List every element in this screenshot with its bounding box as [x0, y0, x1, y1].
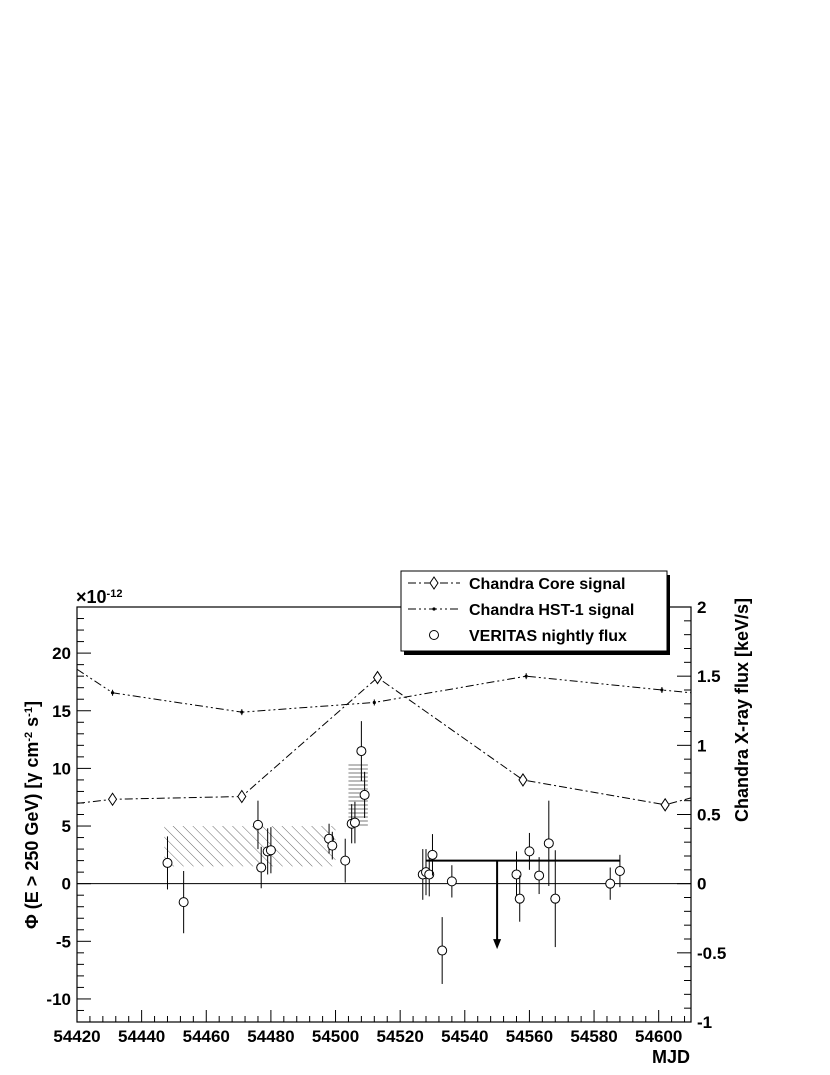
y-axis-title: Φ (E > 250 GeV) [γ cm-2 s-1]: [22, 701, 42, 929]
veritas-layer: [162, 721, 625, 984]
veritas-point: [534, 870, 545, 881]
y-right-tick-label: 0.5: [697, 806, 721, 825]
veritas-point: [327, 840, 338, 851]
y-right-tick-label: -0.5: [697, 944, 726, 963]
veritas-point: [543, 838, 554, 849]
chandra-hst1-point: [524, 674, 528, 678]
chandra-core-point: [237, 789, 247, 804]
veritas-point: [446, 876, 457, 887]
veritas-point: [252, 819, 263, 830]
x-tick-label: 54420: [53, 1027, 100, 1046]
y-right-tick-label: 2: [697, 598, 706, 617]
chandra-core-point: [372, 670, 383, 685]
chandra-core-line: [76, 676, 692, 806]
legend-veritas-marker: [429, 630, 439, 640]
legend-hst1-marker: [432, 607, 436, 611]
exponent-label: ×10-12: [76, 587, 122, 607]
shaded-box-diagonal: [164, 826, 336, 867]
veritas-point: [614, 865, 625, 876]
veritas-point: [265, 845, 276, 856]
y-right-tick-label: 0: [697, 875, 706, 894]
veritas-point: [424, 869, 435, 880]
legend-core-label: Chandra Core signal: [469, 576, 625, 593]
chandra-layer: [76, 668, 692, 812]
x-tick-label: 54580: [570, 1027, 617, 1046]
veritas-point: [427, 849, 438, 860]
axis-layer: 54420 54440 54460 54480 54500 54520 54540 54560…: [46, 598, 726, 1046]
y-tick-label: 0: [62, 875, 71, 894]
y-right-tick-label: 1: [697, 736, 706, 755]
x-tick-label: 54600: [635, 1027, 682, 1046]
y-tick-label: 5: [62, 817, 71, 836]
x-tick-label: 54560: [506, 1027, 553, 1046]
right-axis-title: Chandra X-ray flux [keV/s]: [732, 598, 752, 822]
legend-veritas-label: VERITAS nightly flux: [469, 628, 627, 645]
chandra-hst1-point: [372, 700, 376, 705]
chandra-hst1-point: [110, 691, 115, 695]
y-right-tick-label: -1: [697, 1013, 712, 1032]
y-tick-label: -5: [56, 932, 71, 951]
veritas-point: [340, 855, 351, 866]
y-tick-label: 15: [52, 702, 71, 721]
x-tick-label: 54480: [247, 1027, 294, 1046]
x-tick-label: 54460: [183, 1027, 230, 1046]
veritas-point: [256, 862, 267, 873]
plot-frame: [76, 606, 692, 1023]
x-axis-title: MJD: [652, 1047, 690, 1067]
veritas-point: [605, 878, 616, 889]
veritas-point: [437, 945, 448, 956]
chandra-core-point: [518, 773, 528, 787]
shaded-box-horizontal: [348, 762, 368, 829]
chandra-hst1-point: [660, 688, 664, 692]
legend-core-marker: [429, 576, 439, 590]
x-tick-label: 54540: [441, 1027, 488, 1046]
veritas-point: [359, 789, 370, 800]
upper-limit-arrowhead: [493, 939, 502, 950]
veritas-point: [349, 817, 360, 828]
shaded-layer: [164, 762, 368, 867]
chandra-hst1-point: [240, 710, 244, 714]
veritas-point: [162, 857, 173, 868]
x-tick-label: 54440: [118, 1027, 165, 1046]
chandra-core-point: [660, 797, 670, 812]
veritas-point: [356, 746, 367, 757]
y-tick-label: 10: [52, 759, 71, 778]
veritas-point: [511, 869, 522, 880]
veritas-point: [514, 893, 525, 904]
y-right-tick-label: 1.5: [697, 667, 721, 686]
x-tick-label: 54520: [377, 1027, 424, 1046]
x-tick-label: 54500: [312, 1027, 359, 1046]
upper-limit-layer: [426, 859, 620, 950]
chandra-hst1-line: [76, 668, 692, 713]
legend: Chandra Core signal Chandra HST-1 signal…: [400, 570, 670, 655]
chandra-core-point: [107, 792, 118, 807]
legend-box: [400, 570, 668, 652]
veritas-point: [524, 846, 535, 857]
veritas-point: [550, 893, 561, 904]
y-tick-label: 20: [52, 644, 71, 663]
legend-hst1-label: Chandra HST-1 signal: [469, 602, 634, 619]
y-tick-label: -10: [46, 990, 71, 1009]
veritas-point: [178, 897, 189, 908]
